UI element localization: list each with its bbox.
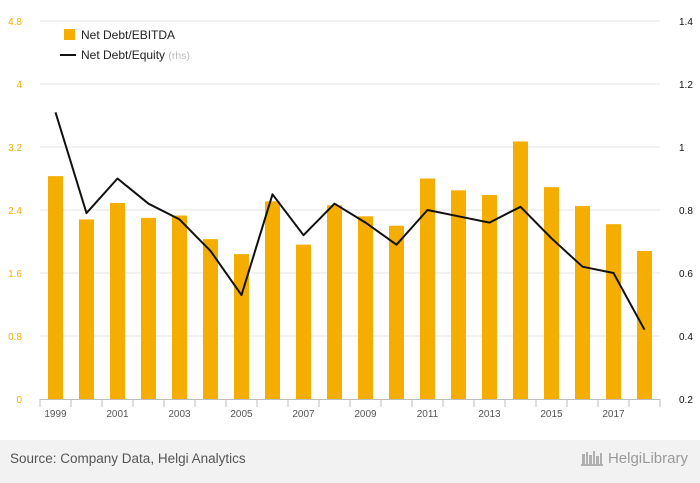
bar <box>451 190 466 399</box>
bar <box>110 202 125 399</box>
y-left-tick-label: 0.8 <box>8 332 22 343</box>
x-tick-label: 2013 <box>478 409 501 420</box>
y-left-tick-label: 2.4 <box>8 206 22 217</box>
y-right-tick-label: 1 <box>679 143 685 154</box>
bar <box>172 215 187 399</box>
bar <box>637 250 652 399</box>
y-right-tick-label: 0.6 <box>679 269 693 280</box>
bar <box>513 141 528 400</box>
x-tick-label: 2003 <box>168 409 191 420</box>
x-tick-label: 2009 <box>354 409 377 420</box>
bar <box>482 195 497 399</box>
x-tick-label: 1999 <box>44 409 67 420</box>
y-right-tick-label: 0.4 <box>679 332 693 343</box>
legend-label-bar: Net Debt/EBITDA <box>81 28 175 42</box>
bar <box>203 239 218 399</box>
bar <box>48 176 63 399</box>
y-right-tick-label: 1.4 <box>679 17 693 28</box>
bar <box>358 216 373 399</box>
bar <box>606 224 621 399</box>
legend-label-line: Net Debt/Equity (rhs) <box>81 48 190 62</box>
x-tick-label: 2007 <box>292 409 315 420</box>
y-left-tick-label: 3.2 <box>8 143 22 154</box>
bar <box>544 187 559 399</box>
y-right-tick-label: 0.2 <box>679 395 693 406</box>
y-right-tick-label: 1.2 <box>679 80 693 91</box>
y-left-tick-label: 1.6 <box>8 269 22 280</box>
bar <box>575 206 590 399</box>
bar <box>327 205 342 399</box>
x-tick-label: 2015 <box>540 409 563 420</box>
legend-swatch-bar <box>64 29 75 40</box>
bar <box>265 201 280 399</box>
bookshelf-icon <box>580 451 603 466</box>
x-tick-label: 2011 <box>417 409 439 420</box>
bar <box>420 178 435 399</box>
y-left-tick-label: 4 <box>16 80 22 91</box>
footer-bar: Source: Company Data, Helgi Analytics He… <box>0 440 700 483</box>
bar <box>141 217 156 399</box>
bar <box>296 244 311 399</box>
source-text: Source: Company Data, Helgi Analytics <box>10 451 246 466</box>
x-tick-label: 2001 <box>106 409 129 420</box>
brand-name: HelgiLibrary <box>607 449 688 467</box>
y-right-tick-label: 0.8 <box>679 206 693 217</box>
chart-svg: 0 0.2 0.8 0.4 1.6 0.6 2.4 0.8 3.2 1 4 1.2 4.8 1.4 1999… <box>8 17 693 420</box>
y-left-tick-label: 0 <box>16 395 22 406</box>
y-left-tick-label: 4.8 <box>8 17 22 28</box>
bar <box>389 225 404 399</box>
line-series-net-debt-equity <box>54 112 646 331</box>
brand-logo: HelgiLibrary <box>580 449 688 467</box>
x-tick-label: 2017 <box>602 409 625 420</box>
bar <box>79 219 94 399</box>
x-tick-label: 2005 <box>230 409 253 420</box>
